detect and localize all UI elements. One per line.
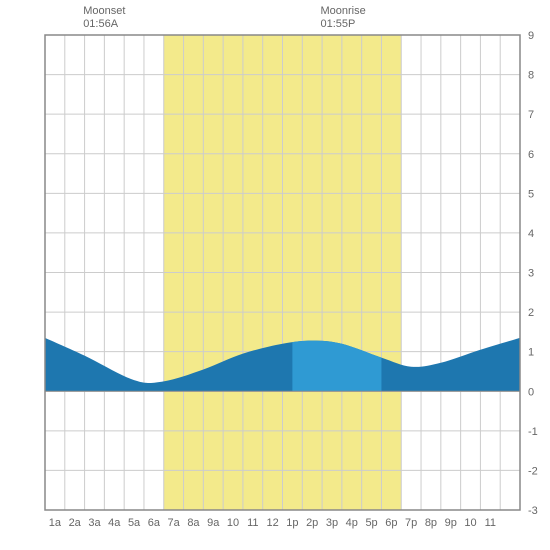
x-tick-label: 12: [266, 517, 278, 529]
x-tick-label: 2p: [306, 517, 318, 529]
x-tick-label: 2a: [69, 517, 82, 529]
y-tick-label: 5: [528, 188, 534, 200]
y-tick-label: 8: [528, 70, 534, 82]
y-tick-label: 3: [528, 268, 534, 280]
x-tick-label: 11: [485, 517, 496, 529]
y-tick-label: -1: [528, 426, 538, 438]
y-tick-label: -3: [528, 505, 538, 517]
x-tick-label: 9p: [445, 517, 457, 529]
y-tick-label: 4: [528, 228, 534, 240]
chart-svg: -3-2-101234567891a2a3a4a5a6a7a8a9a101112…: [0, 0, 550, 550]
x-tick-label: 6p: [385, 517, 397, 529]
x-tick-label: 6a: [148, 517, 161, 529]
x-tick-label: 3p: [326, 517, 338, 529]
tide-chart: -3-2-101234567891a2a3a4a5a6a7a8a9a101112…: [0, 0, 550, 550]
y-tick-label: 9: [528, 30, 534, 42]
y-tick-label: 7: [528, 109, 534, 121]
x-tick-label: 7p: [405, 517, 417, 529]
moonrise-annotation: Moonrise 01:55P: [321, 5, 366, 31]
y-tick-label: 1: [528, 347, 534, 359]
x-tick-label: 1p: [286, 517, 298, 529]
x-tick-label: 4p: [346, 517, 358, 529]
x-tick-label: 8a: [187, 517, 200, 529]
x-tick-label: 1a: [49, 517, 62, 529]
x-tick-label: 5p: [365, 517, 377, 529]
x-tick-label: 10: [227, 517, 239, 529]
x-tick-label: 9a: [207, 517, 220, 529]
moonset-annotation: Moonset 01:56A: [83, 5, 125, 31]
y-tick-label: 2: [528, 307, 534, 319]
tide-area: [45, 338, 520, 391]
x-tick-label: 10: [464, 517, 476, 529]
y-tick-label: 0: [528, 386, 534, 398]
x-tick-label: 7a: [168, 517, 181, 529]
x-tick-label: 8p: [425, 517, 437, 529]
x-tick-label: 11: [247, 517, 258, 529]
x-tick-label: 4a: [108, 517, 121, 529]
y-tick-label: 6: [528, 149, 534, 161]
x-tick-label: 3a: [88, 517, 101, 529]
x-tick-label: 5a: [128, 517, 141, 529]
y-tick-label: -2: [528, 465, 538, 477]
